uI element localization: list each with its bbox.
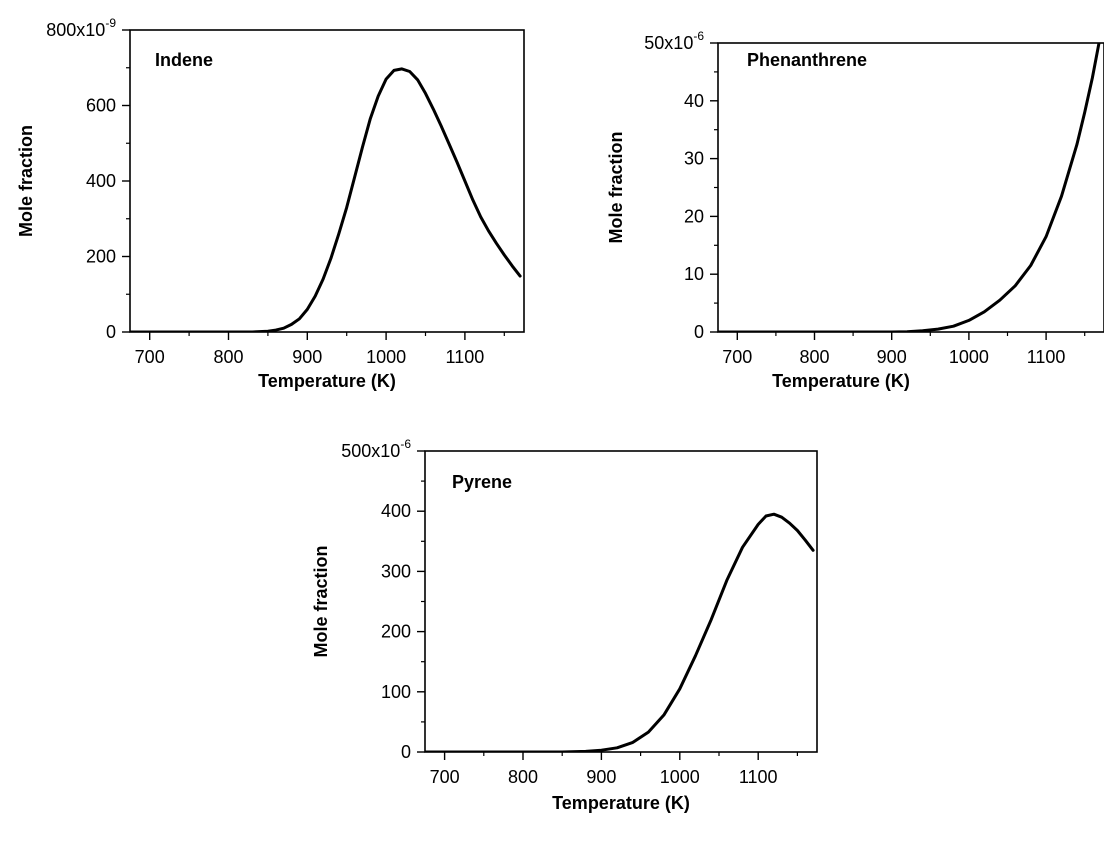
y-tick-label: 10	[684, 264, 704, 284]
y-tick-label: 40	[684, 91, 704, 111]
x-axis-title: Temperature (K)	[772, 371, 910, 391]
x-tick-label: 800	[213, 347, 243, 367]
series-line	[425, 512, 815, 752]
chart-phenanthrene: 700 800 900 1000 1100 0 10 20 30 40 50x10-6 Tempera…	[606, 29, 1104, 391]
x-tick-label: 700	[135, 347, 165, 367]
y-scale-base: 50x10	[644, 33, 693, 53]
y-tick-label: 0	[106, 322, 116, 342]
y-scale-exponent: -9	[105, 16, 116, 30]
y-scale-base: 500x10	[341, 441, 400, 461]
chart-pyrene: 700 800 900 1000 1100 0 100 200 300 400 500x10-6 Te…	[311, 437, 818, 813]
x-tick-label: 1100	[446, 347, 485, 367]
y-tick-label: 600	[86, 96, 116, 116]
y-scale-exponent: -6	[693, 29, 704, 43]
x-tick-label: 1000	[366, 347, 406, 367]
y-tick-label: 200	[86, 247, 116, 267]
y-tick-label: 200	[381, 622, 411, 642]
y-tick-label: 30	[684, 149, 704, 169]
y-axis-title: Mole fraction	[606, 131, 626, 243]
y-tick-label: 400	[86, 171, 116, 191]
panel-title: Indene	[155, 50, 213, 70]
y-tick-label: 300	[381, 561, 411, 581]
x-tick-label: 900	[292, 347, 322, 367]
y-scale-exponent: -6	[400, 437, 411, 451]
x-tick-label: 1000	[949, 347, 989, 367]
plot-frame	[717, 42, 1104, 333]
y-tick-label: 100	[381, 682, 411, 702]
panel-title: Pyrene	[452, 472, 512, 492]
y-scale-base: 800x10	[46, 20, 105, 40]
x-tick-label: 800	[799, 347, 829, 367]
x-tick-label: 900	[586, 767, 616, 787]
y-tick-label: 0	[694, 322, 704, 342]
y-scale-label: 800x10-9	[46, 16, 116, 40]
x-tick-label: 900	[877, 347, 907, 367]
x-axis-title: Temperature (K)	[552, 793, 690, 813]
y-tick-label: 0	[401, 742, 411, 762]
panel-title: Phenanthrene	[747, 50, 867, 70]
x-axis-title: Temperature (K)	[258, 371, 396, 391]
y-axis-title: Mole fraction	[16, 125, 36, 237]
x-tick-label: 700	[430, 767, 460, 787]
x-tick-label: 1100	[739, 767, 778, 787]
x-tick-label: 1100	[1027, 347, 1066, 367]
plot-frame	[424, 450, 818, 753]
series-line	[718, 43, 1101, 332]
chart-indene: 700 800 900 1000 1100 0 200 400 600 800x10-9 Tempe…	[16, 16, 525, 391]
x-tick-label: 1000	[660, 767, 700, 787]
y-scale-label: 500x10-6	[341, 437, 411, 461]
y-tick-label: 20	[684, 206, 704, 226]
x-tick-label: 700	[722, 347, 752, 367]
y-axis-title: Mole fraction	[311, 545, 331, 657]
x-tick-label: 800	[508, 767, 538, 787]
y-scale-label: 50x10-6	[644, 29, 704, 53]
series-line	[130, 67, 522, 332]
y-tick-label: 400	[381, 501, 411, 521]
